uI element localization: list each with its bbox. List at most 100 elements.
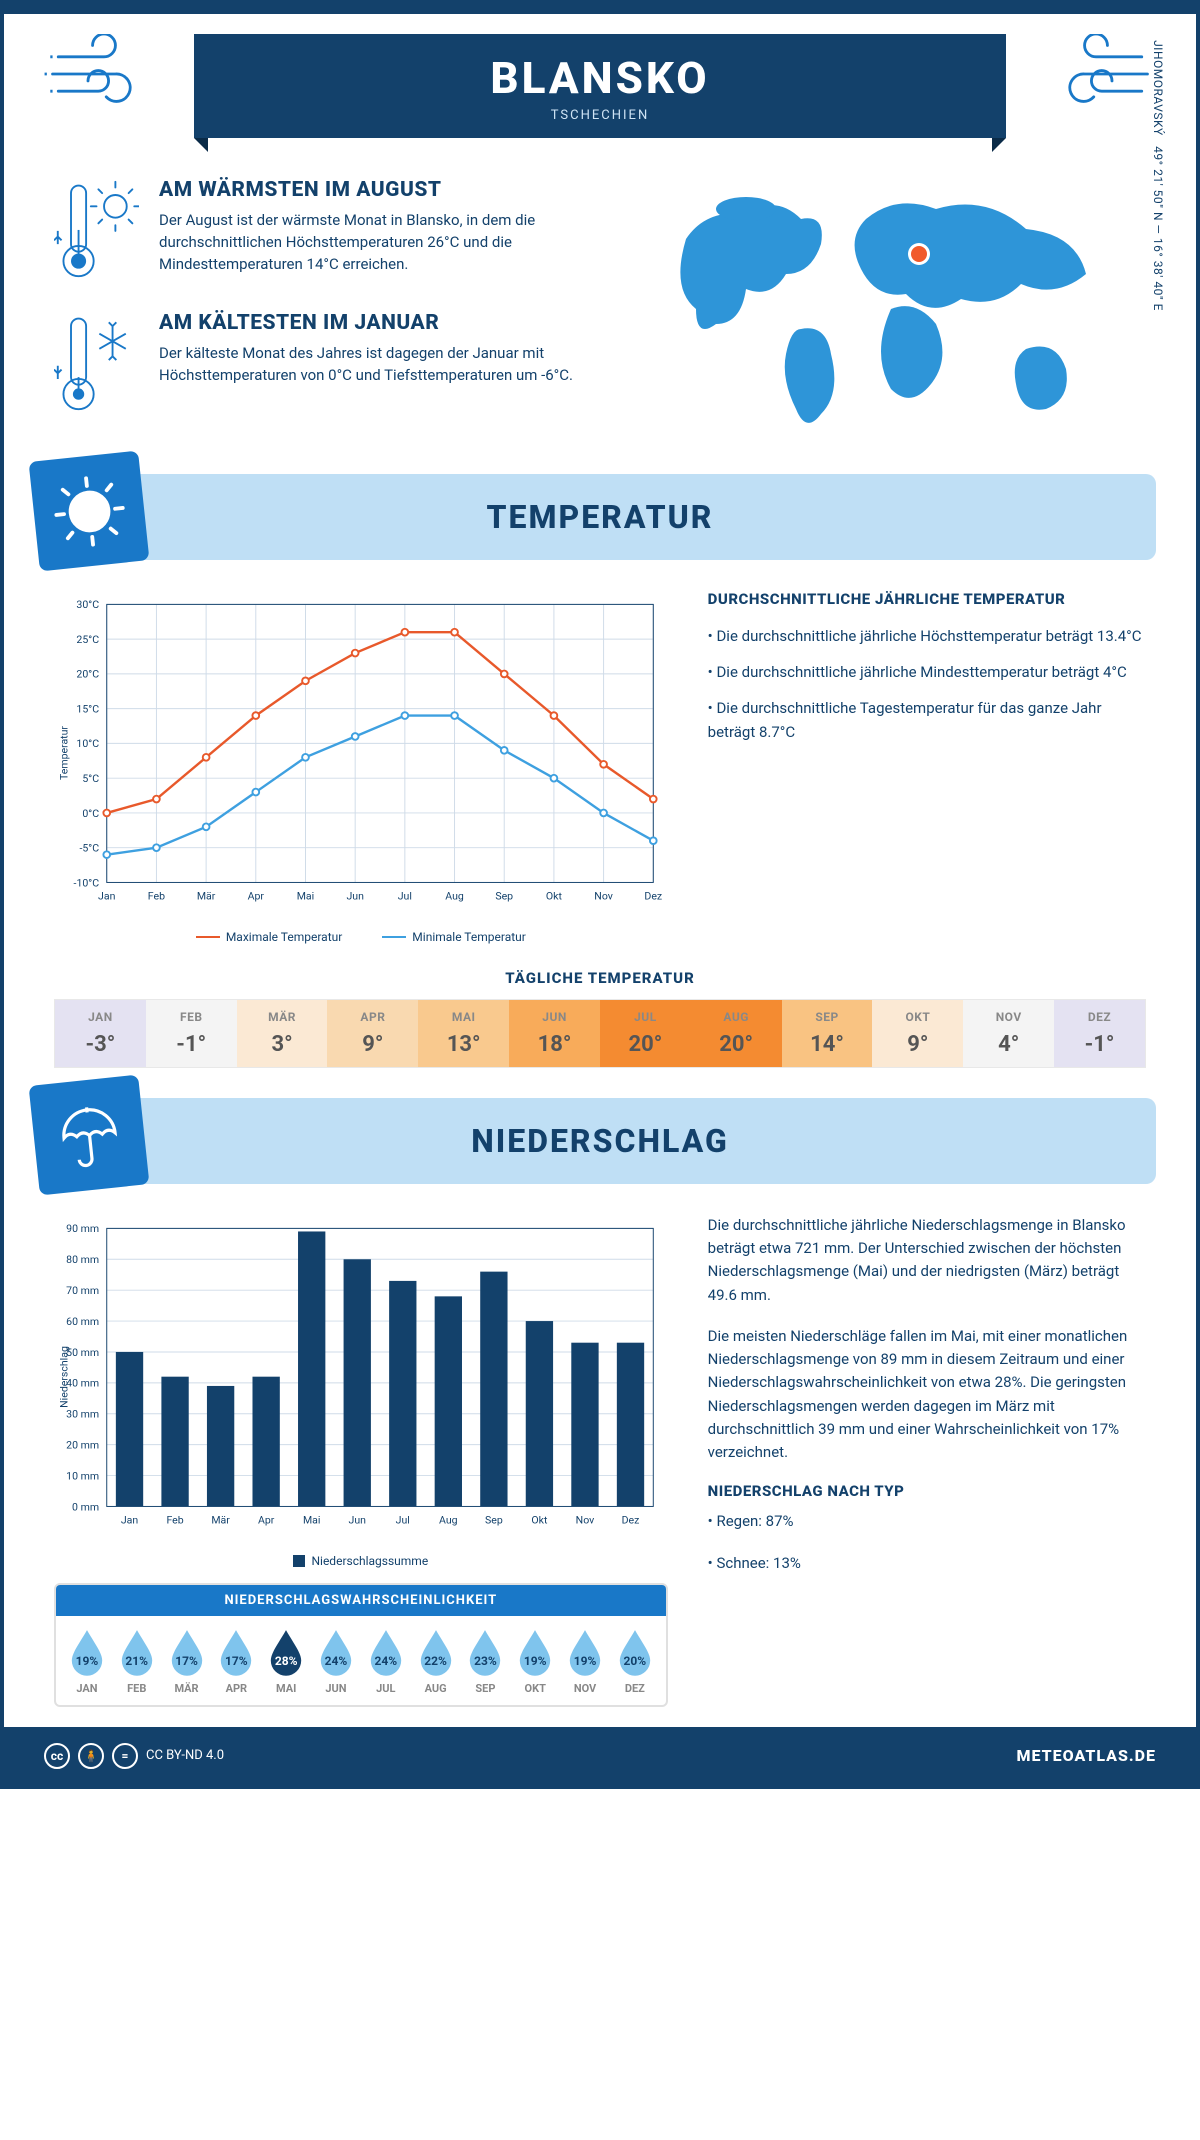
- svg-text:5°C: 5°C: [82, 772, 99, 785]
- prob-cell: 20%DEZ: [610, 1628, 660, 1695]
- daily-cell: OKT9°: [872, 1000, 963, 1067]
- thermometer-snow-icon: [54, 311, 139, 419]
- precip-legend: Niederschlagssumme: [54, 1554, 668, 1568]
- temp-bullet-3: • Die durchschnittliche Tagestemperatur …: [708, 696, 1146, 744]
- daily-cell: FEB-1°: [146, 1000, 237, 1067]
- cc-icon: cc: [44, 1743, 70, 1769]
- svg-text:-10°C: -10°C: [74, 876, 100, 889]
- precip-type-snow: • Schnee: 13%: [708, 1552, 1146, 1575]
- daily-temp-table: JAN-3°FEB-1°MÄR3°APR9°MAI13°JUN18°JUL20°…: [54, 999, 1146, 1068]
- svg-text:0 mm: 0 mm: [72, 1500, 99, 1513]
- precip-legend-item: Niederschlagssumme: [293, 1554, 428, 1568]
- svg-text:Apr: Apr: [258, 1513, 275, 1526]
- svg-text:Okt: Okt: [546, 889, 563, 902]
- temp-info-title: DURCHSCHNITTLICHE JÄHRLICHE TEMPERATUR: [708, 590, 1146, 608]
- license-badges: cc 🧍 = CC BY-ND 4.0: [44, 1743, 224, 1769]
- svg-text:60 mm: 60 mm: [66, 1315, 99, 1328]
- fact-warmest-body: Der August ist der wärmste Monat in Blan…: [159, 210, 605, 275]
- svg-text:0°C: 0°C: [82, 807, 99, 820]
- svg-text:Jun: Jun: [346, 889, 364, 902]
- nd-icon: =: [112, 1743, 138, 1769]
- city-name: BLANSKO: [214, 52, 986, 104]
- svg-text:Mär: Mär: [197, 889, 216, 902]
- infographic-page: BLANSKO TSCHECHIEN AM WÄRMSTEN IM AUGUST…: [0, 0, 1200, 1789]
- svg-text:Okt: Okt: [531, 1513, 548, 1526]
- legend-max: Maximale Temperatur: [196, 930, 342, 944]
- prob-cell: 23%SEP: [461, 1628, 511, 1695]
- temp-line-chart: -10°C -5°C 0°C 5°C 10°C 15°C 20°C 25°C 30°C Jan Fe…: [54, 590, 668, 916]
- svg-text:10°C: 10°C: [76, 737, 99, 750]
- svg-text:-5°C: -5°C: [79, 841, 99, 854]
- fact-coldest-body: Der kälteste Monat des Jahres ist dagege…: [159, 343, 605, 387]
- svg-text:Jul: Jul: [396, 1513, 410, 1526]
- worldmap-icon: [656, 179, 1136, 443]
- prob-cell: 24%JUL: [361, 1628, 411, 1695]
- svg-text:40 mm: 40 mm: [66, 1376, 99, 1389]
- svg-text:25°C: 25°C: [76, 633, 99, 646]
- license-text: CC BY-ND 4.0: [146, 1748, 224, 1763]
- precip-type-rain: • Regen: 87%: [708, 1510, 1146, 1533]
- svg-text:Dez: Dez: [644, 889, 662, 902]
- svg-text:15°C: 15°C: [76, 702, 99, 715]
- precip-section-header: NIEDERSCHLAG: [44, 1098, 1156, 1184]
- thermometer-sun-icon: [54, 178, 139, 286]
- sun-icon: [29, 450, 150, 571]
- precip-body: 0 mm10 mm20 mm30 mm40 mm50 mm60 mm70 mm8…: [4, 1184, 1196, 1727]
- temp-chart-area: -10°C -5°C 0°C 5°C 10°C 15°C 20°C 25°C 30°C Jan Fe…: [54, 590, 668, 944]
- temp-bullet-1: • Die durchschnittliche jährliche Höchst…: [708, 624, 1146, 648]
- daily-cell: APR9°: [327, 1000, 418, 1067]
- country-name: TSCHECHIEN: [214, 108, 986, 123]
- wind-icon-right: [1036, 34, 1156, 114]
- svg-text:80 mm: 80 mm: [66, 1253, 99, 1266]
- svg-text:Temperatur: Temperatur: [57, 725, 70, 779]
- svg-text:Dez: Dez: [622, 1513, 640, 1526]
- prob-cell: 19%JAN: [62, 1628, 112, 1695]
- svg-text:Feb: Feb: [148, 889, 165, 902]
- svg-text:Nov: Nov: [594, 889, 613, 902]
- coordinates-label: JIHOMORAVSKÝ 49° 21' 50" N — 16° 38' 40"…: [1151, 40, 1165, 311]
- svg-text:20°C: 20°C: [76, 667, 99, 680]
- svg-text:30 mm: 30 mm: [66, 1407, 99, 1420]
- precip-type-title: NIEDERSCHLAG NACH TYP: [708, 1482, 1146, 1500]
- umbrella-icon: [29, 1074, 150, 1195]
- fact-warmest-title: AM WÄRMSTEN IM AUGUST: [159, 178, 605, 202]
- top-band: [4, 4, 1196, 14]
- svg-text:Jan: Jan: [98, 889, 116, 902]
- svg-text:Nov: Nov: [576, 1513, 595, 1526]
- daily-cell: AUG20°: [691, 1000, 782, 1067]
- temp-body: -10°C -5°C 0°C 5°C 10°C 15°C 20°C 25°C 30°C Jan Fe…: [4, 560, 1196, 954]
- svg-text:Apr: Apr: [248, 889, 265, 902]
- svg-text:Jan: Jan: [121, 1513, 139, 1526]
- daily-cell: JAN-3°: [55, 1000, 146, 1067]
- prob-cell: 24%JUN: [311, 1628, 361, 1695]
- worldmap-wrap: JIHOMORAVSKÝ 49° 21' 50" N — 16° 38' 40"…: [645, 178, 1146, 444]
- svg-text:Aug: Aug: [445, 889, 464, 902]
- precip-left: 0 mm10 mm20 mm30 mm40 mm50 mm60 mm70 mm8…: [54, 1214, 668, 1707]
- daily-cell: MÄR3°: [237, 1000, 328, 1067]
- legend-min: Minimale Temperatur: [382, 930, 526, 944]
- prob-cell: 21%FEB: [112, 1628, 162, 1695]
- prob-cell: 19%NOV: [560, 1628, 610, 1695]
- prob-cell: 22%AUG: [411, 1628, 461, 1695]
- temp-section-header: TEMPERATUR: [44, 474, 1156, 560]
- prob-cell: 17%MÄR: [162, 1628, 212, 1695]
- svg-text:70 mm: 70 mm: [66, 1284, 99, 1297]
- fact-coldest-text: AM KÄLTESTEN IM JANUAR Der kälteste Mona…: [159, 311, 605, 419]
- svg-text:90 mm: 90 mm: [66, 1222, 99, 1235]
- daily-cell: JUN18°: [509, 1000, 600, 1067]
- prob-cell: 19%OKT: [510, 1628, 560, 1695]
- intro-row: AM WÄRMSTEN IM AUGUST Der August ist der…: [4, 148, 1196, 454]
- intro-facts: AM WÄRMSTEN IM AUGUST Der August ist der…: [54, 178, 605, 444]
- svg-text:Sep: Sep: [495, 889, 513, 902]
- svg-text:Jun: Jun: [349, 1513, 367, 1526]
- temp-info: DURCHSCHNITTLICHE JÄHRLICHE TEMPERATUR •…: [708, 590, 1146, 944]
- precip-prob-box: NIEDERSCHLAGSWAHRSCHEINLICHKEIT 19%JAN21…: [54, 1583, 668, 1707]
- fact-warmest-text: AM WÄRMSTEN IM AUGUST Der August ist der…: [159, 178, 605, 286]
- svg-text:Mär: Mär: [211, 1513, 230, 1526]
- svg-text:Mai: Mai: [297, 889, 314, 902]
- svg-text:30°C: 30°C: [76, 598, 99, 611]
- fact-coldest-title: AM KÄLTESTEN IM JANUAR: [159, 311, 605, 335]
- wind-icon-left: [44, 34, 164, 114]
- precip-para-1: Die durchschnittliche jährliche Niedersc…: [708, 1214, 1146, 1307]
- svg-text:10 mm: 10 mm: [66, 1469, 99, 1482]
